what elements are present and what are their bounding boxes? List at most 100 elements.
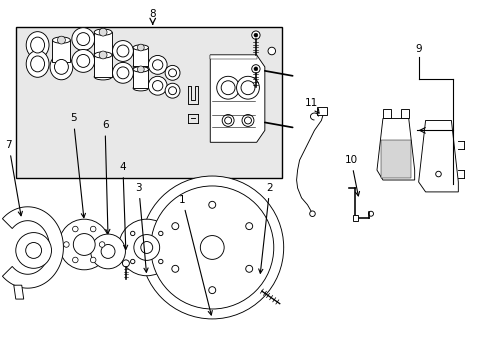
Circle shape — [99, 242, 104, 247]
Bar — [210, 55, 256, 59]
Bar — [317, 107, 326, 114]
Circle shape — [171, 223, 179, 230]
Bar — [16, 27, 281, 178]
Ellipse shape — [94, 74, 112, 80]
Ellipse shape — [94, 51, 112, 57]
Circle shape — [58, 36, 65, 44]
Circle shape — [122, 260, 129, 267]
Text: 9: 9 — [414, 44, 421, 54]
Ellipse shape — [26, 32, 49, 58]
Ellipse shape — [52, 59, 70, 65]
Circle shape — [158, 259, 163, 264]
Circle shape — [26, 243, 41, 258]
Bar — [94, 32, 112, 54]
Ellipse shape — [133, 64, 148, 69]
Circle shape — [168, 87, 176, 95]
Circle shape — [141, 242, 152, 253]
Circle shape — [130, 259, 135, 264]
Polygon shape — [2, 207, 63, 288]
Text: 2: 2 — [258, 183, 273, 273]
Bar — [382, 109, 390, 118]
Circle shape — [242, 114, 253, 126]
Ellipse shape — [31, 56, 44, 72]
Ellipse shape — [50, 54, 73, 80]
Circle shape — [72, 257, 78, 263]
Circle shape — [16, 233, 51, 268]
Circle shape — [141, 176, 283, 319]
Circle shape — [112, 41, 133, 62]
Circle shape — [73, 234, 95, 255]
Circle shape — [165, 66, 180, 80]
Ellipse shape — [133, 86, 148, 91]
Circle shape — [168, 69, 176, 77]
Circle shape — [72, 226, 78, 232]
Text: 1: 1 — [179, 195, 212, 315]
Circle shape — [137, 66, 144, 73]
Circle shape — [216, 76, 239, 99]
Circle shape — [63, 242, 69, 247]
Ellipse shape — [94, 52, 112, 58]
Polygon shape — [418, 121, 457, 192]
Circle shape — [267, 47, 275, 55]
Circle shape — [435, 171, 440, 177]
Circle shape — [158, 231, 163, 236]
Ellipse shape — [94, 29, 112, 35]
Ellipse shape — [52, 37, 70, 43]
Circle shape — [72, 50, 95, 72]
Circle shape — [118, 219, 175, 276]
Text: 4: 4 — [120, 162, 127, 249]
Circle shape — [77, 54, 89, 67]
Bar — [400, 109, 408, 118]
Ellipse shape — [54, 59, 68, 74]
Circle shape — [309, 211, 315, 216]
Circle shape — [117, 67, 129, 79]
Circle shape — [221, 81, 235, 95]
Circle shape — [101, 244, 115, 258]
Circle shape — [150, 186, 273, 309]
Text: 5: 5 — [70, 113, 85, 218]
Circle shape — [245, 265, 252, 272]
Circle shape — [244, 117, 251, 124]
Ellipse shape — [133, 67, 148, 72]
Circle shape — [152, 81, 163, 91]
Circle shape — [90, 234, 125, 269]
Bar — [352, 215, 357, 221]
Text: 11: 11 — [304, 98, 319, 113]
Circle shape — [253, 67, 257, 71]
Circle shape — [236, 76, 259, 99]
Text: 7: 7 — [5, 140, 22, 216]
Circle shape — [200, 235, 224, 260]
Text: 6: 6 — [102, 121, 110, 234]
Ellipse shape — [133, 45, 148, 50]
Circle shape — [171, 265, 179, 272]
Text: 10: 10 — [344, 155, 359, 196]
Circle shape — [130, 231, 135, 236]
Circle shape — [208, 287, 215, 294]
Text: 8: 8 — [149, 9, 156, 19]
Circle shape — [148, 55, 167, 74]
Circle shape — [134, 235, 160, 260]
Text: 3: 3 — [135, 183, 148, 272]
Ellipse shape — [31, 37, 44, 53]
Circle shape — [222, 114, 234, 126]
Bar — [94, 55, 112, 77]
Circle shape — [188, 224, 236, 271]
Bar — [133, 48, 148, 66]
Circle shape — [90, 257, 96, 263]
Circle shape — [224, 117, 231, 124]
Polygon shape — [376, 118, 414, 180]
Bar — [380, 140, 410, 178]
Circle shape — [245, 223, 252, 230]
Bar — [52, 40, 70, 62]
Circle shape — [90, 226, 96, 232]
Circle shape — [152, 60, 163, 70]
Circle shape — [99, 51, 107, 59]
Circle shape — [253, 33, 257, 37]
Circle shape — [137, 44, 144, 51]
Bar — [133, 69, 148, 88]
Ellipse shape — [26, 50, 49, 77]
Polygon shape — [14, 285, 24, 299]
Circle shape — [112, 62, 133, 83]
Circle shape — [59, 219, 109, 270]
Circle shape — [165, 83, 180, 98]
